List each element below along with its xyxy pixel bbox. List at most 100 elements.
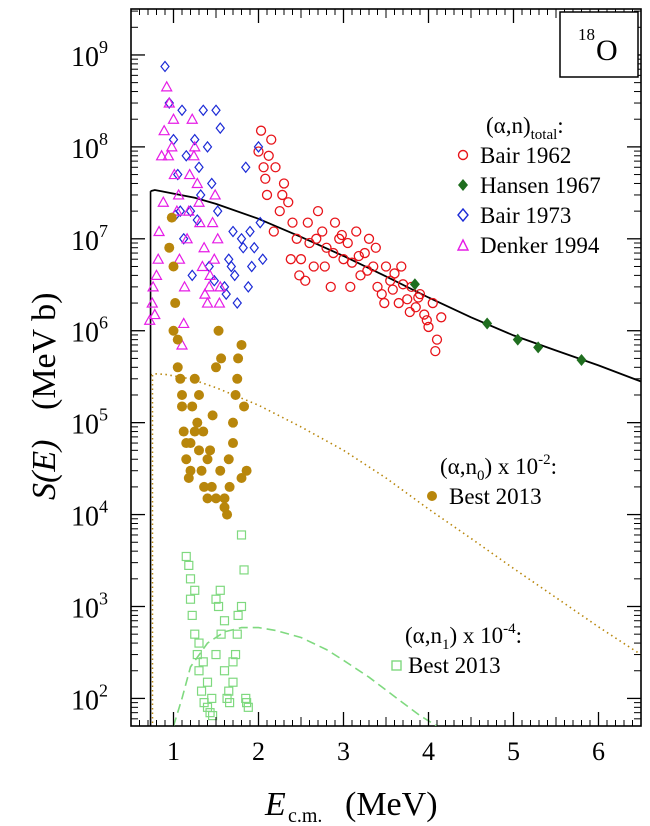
data-point-series-2 — [229, 269, 240, 282]
data-point-series-5 — [207, 693, 217, 704]
data-point-series-4 — [222, 509, 233, 520]
data-point-series-0 — [393, 297, 404, 309]
data-point-series-5 — [181, 551, 191, 562]
data-point-series-5 — [224, 686, 234, 696]
data-point-series-0 — [370, 242, 381, 253]
data-point-series-4 — [219, 493, 230, 504]
legend-n0: (α,n0) x 10-2: Best 2013 — [427, 452, 557, 509]
data-point-series-5 — [185, 574, 196, 584]
data-point-series-2 — [185, 205, 196, 218]
data-point-series-5 — [219, 666, 230, 676]
legend-label-bair-1973: Bair 1973 — [480, 203, 571, 228]
data-point-series-0 — [311, 233, 322, 244]
data-point-series-0 — [346, 257, 358, 268]
data-point-series-0 — [260, 173, 271, 184]
data-point-series-0 — [402, 294, 413, 305]
data-point-series-0 — [338, 254, 349, 265]
data-point-series-2 — [192, 214, 203, 227]
data-point-series-5 — [196, 686, 207, 696]
legend-entry-denker-1994: Denker 1994 — [456, 233, 600, 258]
legend-total-title-sub: total — [531, 127, 558, 143]
data-point-series-5 — [202, 677, 213, 687]
data-point-series-0 — [404, 306, 415, 318]
y-tick-label: 104 — [71, 497, 108, 533]
data-point-series-2 — [198, 104, 209, 117]
data-point-series-0 — [410, 302, 421, 313]
data-point-series-3 — [165, 140, 178, 152]
data-point-series-3 — [155, 149, 168, 161]
data-point-series-3 — [187, 149, 200, 161]
data-point-series-0 — [308, 261, 319, 272]
data-point-series-4 — [189, 373, 200, 384]
data-point-series-0 — [336, 229, 347, 241]
data-point-series-3 — [160, 80, 173, 92]
legend-n1-title: (α,n1) x 10-4: — [405, 621, 522, 653]
data-point-series-2 — [164, 97, 175, 109]
data-point-series-2 — [212, 205, 223, 218]
data-point-series-3 — [146, 296, 159, 308]
data-point-series-3 — [157, 195, 170, 207]
data-point-series-5 — [211, 649, 221, 660]
data-point-series-3 — [213, 296, 226, 308]
data-point-series-5 — [236, 601, 247, 612]
data-point-series-5 — [236, 530, 247, 540]
data-point-series-0 — [345, 281, 356, 293]
data-point-series-3 — [170, 204, 183, 216]
data-point-series-4 — [215, 465, 226, 476]
data-point-series-5 — [219, 616, 230, 626]
data-point-series-1 — [409, 278, 420, 291]
legend-n1-title-end: : — [516, 623, 522, 648]
data-point-series-5 — [215, 585, 225, 595]
legend-label-bair-1962: Bair 1962 — [480, 143, 571, 168]
data-point-series-0 — [261, 189, 273, 201]
data-point-series-3 — [163, 96, 176, 108]
data-point-series-4 — [177, 401, 187, 412]
data-point-series-5 — [233, 610, 243, 621]
y-tick-label: 102 — [71, 680, 108, 716]
data-point-series-4 — [206, 481, 217, 492]
data-point-series-0 — [268, 226, 279, 237]
legend-marker-open-diamond-icon — [457, 207, 469, 223]
data-point-series-0 — [421, 315, 432, 326]
data-point-series-5 — [239, 565, 249, 575]
data-point-series-4 — [198, 426, 209, 437]
data-point-series-4 — [175, 373, 186, 384]
x-tick-label: 5 — [507, 737, 520, 766]
data-point-series-0 — [430, 345, 441, 357]
data-point-series-2 — [202, 140, 213, 153]
legend-n0-title-pre: (α,n — [440, 454, 477, 479]
data-point-series-1 — [482, 317, 493, 330]
data-point-series-4 — [168, 325, 179, 336]
data-point-series-2 — [255, 216, 265, 229]
x-tick-label: 6 — [592, 737, 605, 766]
data-point-series-0 — [258, 162, 269, 173]
data-point-series-4 — [178, 426, 189, 437]
data-point-series-5 — [190, 585, 200, 595]
legend-entry-bair-1973: Bair 1973 — [457, 203, 571, 228]
data-point-series-0 — [319, 261, 330, 272]
legend-n0-title-exp: -2 — [538, 452, 551, 468]
data-point-series-4 — [202, 493, 213, 504]
data-point-series-3 — [148, 308, 161, 320]
data-point-series-0 — [291, 233, 302, 244]
data-point-series-0 — [300, 275, 311, 286]
data-point-series-5 — [198, 657, 208, 667]
data-point-series-4 — [239, 401, 250, 412]
data-point-series-0 — [413, 292, 424, 303]
data-point-series-3 — [143, 314, 156, 325]
data-point-series-0 — [270, 162, 281, 173]
data-point-series-2 — [187, 269, 197, 282]
data-point-series-2 — [175, 205, 186, 218]
data-point-series-5 — [228, 657, 238, 667]
legend-marker-filled-circle-icon — [427, 491, 437, 501]
data-point-series-4 — [223, 454, 234, 465]
legend-marker-open-square-icon — [391, 660, 402, 671]
legend-total-title: (α,n)total: — [486, 113, 564, 143]
data-point-series-3 — [158, 124, 171, 136]
data-point-series-3 — [150, 269, 163, 280]
data-point-series-4 — [177, 389, 187, 400]
data-point-series-0 — [419, 309, 430, 320]
data-point-series-0 — [427, 297, 438, 309]
y-tick-label: 107 — [71, 221, 108, 257]
